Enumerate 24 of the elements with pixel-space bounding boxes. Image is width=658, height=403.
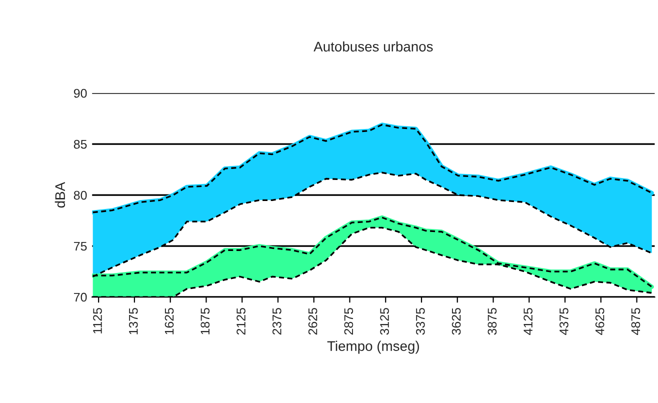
chart-title: Autobuses urbanos bbox=[314, 41, 433, 52]
x-tick-label: 4375 bbox=[560, 308, 568, 335]
x-tick-label: 3875 bbox=[488, 308, 497, 335]
x-tick-label: 4875 bbox=[631, 308, 640, 335]
y-tick-label: 75 bbox=[74, 242, 87, 251]
x-tick-label: 3125 bbox=[380, 308, 389, 335]
y-tick-label: 90 bbox=[74, 88, 87, 98]
x-tick-label: 1375 bbox=[128, 308, 138, 334]
x-tick-label: 2625 bbox=[308, 308, 318, 335]
x-tick-label: 4625 bbox=[595, 308, 604, 335]
y-tick-label: 80 bbox=[74, 190, 87, 200]
y-tick-label: 85 bbox=[74, 140, 87, 149]
x-tick-label: 2125 bbox=[236, 308, 246, 335]
x-tick-label: 1875 bbox=[200, 308, 210, 334]
x-tick-label: 3625 bbox=[452, 308, 461, 335]
x-tick-label: 1125 bbox=[93, 308, 102, 334]
x-tick-label: 3375 bbox=[416, 308, 425, 335]
x-axis-title: Tiempo (mseg) bbox=[327, 340, 419, 354]
x-tick-label: 2875 bbox=[344, 308, 354, 335]
x-tick-label: 1625 bbox=[164, 308, 174, 334]
y-tick-label: 70 bbox=[74, 292, 87, 302]
y-axis-title: dBA bbox=[54, 182, 66, 208]
x-tick-label: 4125 bbox=[524, 308, 532, 335]
x-tick-label: 2375 bbox=[272, 308, 282, 335]
